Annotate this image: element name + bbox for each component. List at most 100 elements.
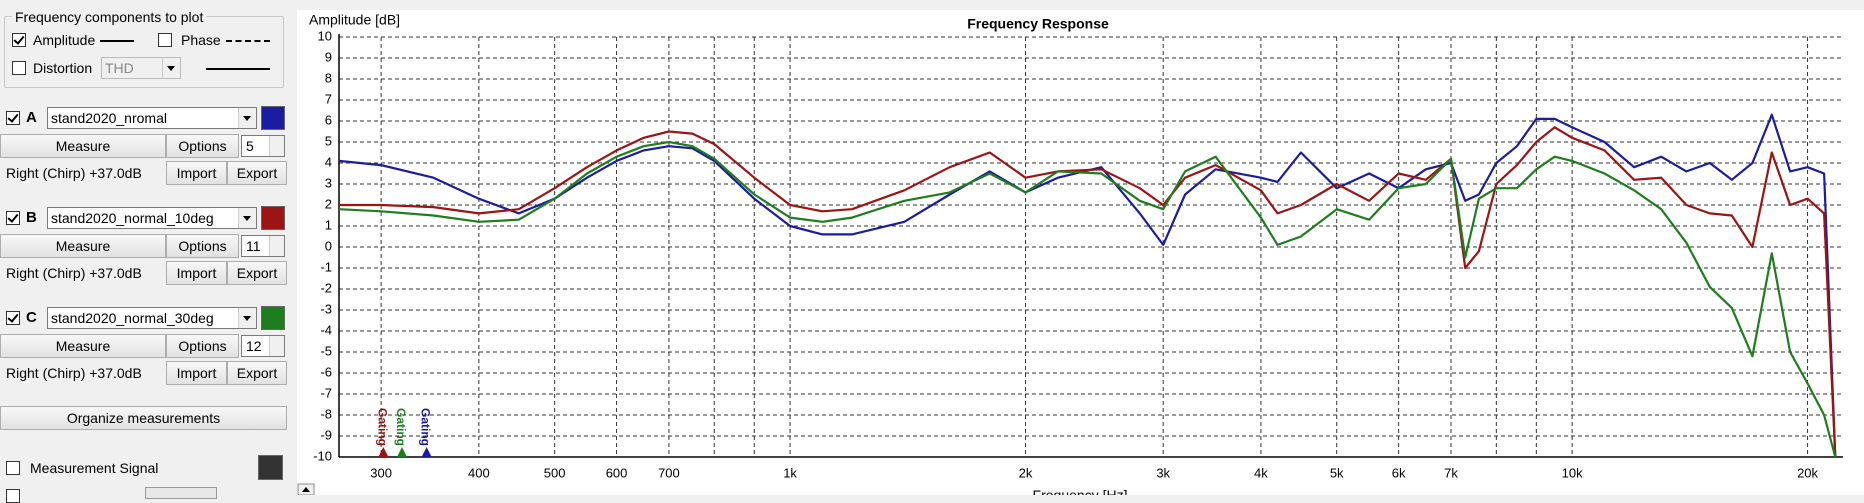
dropdown-arrow — [238, 308, 256, 328]
y-tick-label: 4 — [325, 154, 332, 169]
dropdown-arrow — [238, 108, 256, 128]
measure-button[interactable]: Measure — [0, 334, 166, 358]
dropdown-arrow — [162, 58, 180, 78]
x-tick-label: 5k — [1330, 465, 1344, 480]
gating-label: Gating — [419, 408, 433, 446]
channel-label: Right (Chirp) +37.0dB — [6, 265, 142, 281]
x-tick-label: 700 — [658, 465, 680, 480]
x-tick-label: 6k — [1392, 465, 1406, 480]
y-tick-label: -10 — [313, 448, 332, 463]
count-spinner[interactable]: 5 — [241, 135, 285, 157]
y-tick-label: 2 — [325, 196, 332, 211]
checkbox[interactable] — [6, 489, 20, 503]
measure-button[interactable]: Measure — [0, 234, 166, 258]
x-tick-label: 7k — [1444, 465, 1458, 480]
select-value: stand2020_normal_30deg — [51, 310, 214, 326]
export-button[interactable]: Export — [227, 161, 287, 185]
y-tick-label: 10 — [318, 28, 332, 43]
x-tick-label: 400 — [468, 465, 490, 480]
options-button[interactable]: Options — [166, 234, 239, 258]
y-tick-label: -9 — [320, 427, 332, 442]
import-button[interactable]: Import — [166, 261, 227, 285]
checkbox[interactable] — [6, 211, 20, 225]
checkbox[interactable] — [158, 33, 172, 47]
y-tick-label: -4 — [320, 322, 332, 337]
spinner-arrows — [269, 236, 284, 256]
gating-label: Gating — [394, 408, 408, 446]
y-tick-label: -7 — [320, 385, 332, 400]
distortion-select[interactable]: THD — [101, 57, 181, 79]
x-tick-label: 500 — [544, 465, 566, 480]
checkbox[interactable] — [6, 111, 20, 125]
checkbox[interactable] — [6, 311, 20, 325]
y-tick-label: -2 — [320, 280, 332, 295]
color-swatch[interactable] — [261, 106, 285, 130]
line-style-solid — [206, 68, 270, 70]
organize-button[interactable]: Organize measurements — [0, 406, 287, 430]
count-spinner[interactable]: 11 — [241, 235, 285, 257]
x-tick-label: 20k — [1797, 465, 1818, 480]
gating-marker — [421, 447, 432, 457]
spinner-arrows — [269, 136, 284, 156]
export-button[interactable]: Export — [227, 261, 287, 285]
y-axis-label: Amplitude [dB] — [309, 12, 400, 28]
count-spinner[interactable]: 12 — [241, 335, 285, 357]
x-tick-label: 10k — [1562, 465, 1583, 480]
series-line — [338, 113, 1837, 458]
gating-marker — [378, 447, 389, 457]
import-button[interactable]: Import — [166, 161, 227, 185]
spinner-value: 11 — [246, 238, 261, 254]
x-tick-label: 3k — [1156, 465, 1170, 480]
options-button[interactable]: Options — [166, 134, 239, 158]
channel-label: Right (Chirp) +37.0dB — [6, 165, 142, 181]
y-tick-label: 6 — [325, 112, 332, 127]
measurement-select[interactable]: stand2020_nromal — [47, 107, 257, 129]
spinner-arrows — [269, 336, 284, 356]
y-tick-label: -5 — [320, 343, 332, 358]
x-axis-label: Frequency [Hz] — [1033, 487, 1128, 495]
chart-title: Frequency Response — [967, 16, 1109, 32]
x-tick-label: 600 — [606, 465, 628, 480]
color-swatch[interactable] — [261, 306, 285, 330]
measurement-select[interactable]: stand2020_normal_10deg — [47, 207, 257, 229]
y-tick-label: 3 — [325, 175, 332, 190]
gating-marker — [396, 447, 407, 457]
measurement-select[interactable]: stand2020_normal_30deg — [47, 307, 257, 329]
checkbox-label: Measurement Signal — [30, 460, 159, 476]
measure-button[interactable]: Measure — [0, 134, 166, 158]
spinner-value: 12 — [246, 338, 262, 354]
x-tick-label: 300 — [370, 465, 392, 480]
checkbox-label: Distortion — [33, 60, 93, 76]
select-value: stand2020_nromal — [51, 110, 167, 126]
checkbox[interactable] — [12, 33, 26, 47]
input-box[interactable] — [145, 487, 217, 499]
series-line — [338, 140, 1837, 458]
y-tick-label: -6 — [320, 364, 332, 379]
group-title: Frequency components to plot — [12, 8, 207, 26]
x-tick-label: 2k — [1019, 465, 1033, 480]
line-style-solid — [100, 40, 134, 42]
import-button[interactable]: Import — [166, 361, 227, 385]
color-swatch[interactable] — [261, 206, 285, 230]
y-tick-label: 9 — [325, 49, 332, 64]
color-swatch[interactable] — [258, 455, 283, 480]
gating-label: Gating — [375, 408, 389, 446]
x-tick-label: 4k — [1254, 465, 1268, 480]
measurement-letter: A — [26, 109, 37, 126]
y-tick-label: 5 — [325, 133, 332, 148]
options-button[interactable]: Options — [166, 334, 239, 358]
x-tick-label: 1k — [783, 465, 797, 480]
export-button[interactable]: Export — [227, 361, 287, 385]
y-tick-label: -3 — [320, 301, 332, 316]
line-style-dashed — [226, 40, 270, 42]
y-tick-label: -8 — [320, 406, 332, 421]
series-line — [339, 126, 1837, 458]
select-value: stand2020_normal_10deg — [51, 210, 214, 226]
y-tick-label: 1 — [325, 217, 332, 232]
checkbox[interactable] — [6, 461, 20, 475]
y-tick-label: -1 — [320, 259, 332, 274]
y-tick-label: 8 — [325, 70, 332, 85]
checkbox[interactable] — [12, 61, 26, 75]
